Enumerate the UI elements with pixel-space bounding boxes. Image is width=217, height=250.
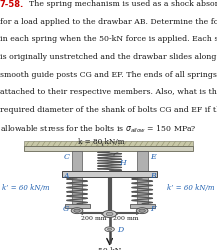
Text: attached to their respective members. Also, what is the: attached to their respective members. Al… <box>0 88 217 96</box>
Text: 7-58.: 7-58. <box>0 0 24 9</box>
Text: allowable stress for the bolts is $\sigma_{\mathit{allow}}$ = 150 MPa?: allowable stress for the bolts is $\sigm… <box>0 123 197 135</box>
Text: The spring mechanism is used as a shock absorber: The spring mechanism is used as a shock … <box>29 0 217 8</box>
Text: required diameter of the shank of bolts CG and EF if the: required diameter of the shank of bolts … <box>0 106 217 114</box>
Text: H: H <box>119 159 126 167</box>
Circle shape <box>136 208 148 214</box>
Text: 200 mm: 200 mm <box>81 215 106 220</box>
Bar <box>62 172 157 178</box>
Text: F: F <box>150 204 155 212</box>
Text: k’ = 60 kN/m: k’ = 60 kN/m <box>2 183 50 191</box>
Circle shape <box>107 228 112 230</box>
Text: in each spring when the 50-kN force is applied. Each spring: in each spring when the 50-kN force is a… <box>0 35 217 43</box>
Bar <box>72 178 82 204</box>
Text: for a load applied to the drawbar AB. Determine the force: for a load applied to the drawbar AB. De… <box>0 18 217 25</box>
Text: B: B <box>150 171 155 179</box>
Bar <box>130 204 155 208</box>
Text: C: C <box>64 153 69 161</box>
Bar <box>64 204 89 208</box>
Bar <box>137 152 148 172</box>
Circle shape <box>71 208 83 214</box>
Text: smooth guide posts CG and EF. The ends of all springs are: smooth guide posts CG and EF. The ends o… <box>0 70 217 78</box>
Bar <box>24 141 193 146</box>
Text: E: E <box>150 153 155 161</box>
Circle shape <box>103 211 117 218</box>
Text: D: D <box>117 225 123 233</box>
Text: k = 80 kN/m: k = 80 kN/m <box>78 137 124 145</box>
Bar <box>72 152 82 172</box>
Text: A: A <box>64 171 69 179</box>
Text: is originally unstretched and the drawbar slides along the: is originally unstretched and the drawba… <box>0 53 217 61</box>
Bar <box>24 146 193 152</box>
Circle shape <box>139 209 145 212</box>
Text: G: G <box>63 204 69 212</box>
Circle shape <box>105 227 114 232</box>
Text: 200 mm: 200 mm <box>113 215 139 220</box>
Bar <box>137 178 148 204</box>
Text: k’ = 60 kN/m: k’ = 60 kN/m <box>167 183 215 191</box>
Circle shape <box>106 212 113 216</box>
Circle shape <box>74 209 80 212</box>
Text: 50 kN: 50 kN <box>98 246 121 250</box>
